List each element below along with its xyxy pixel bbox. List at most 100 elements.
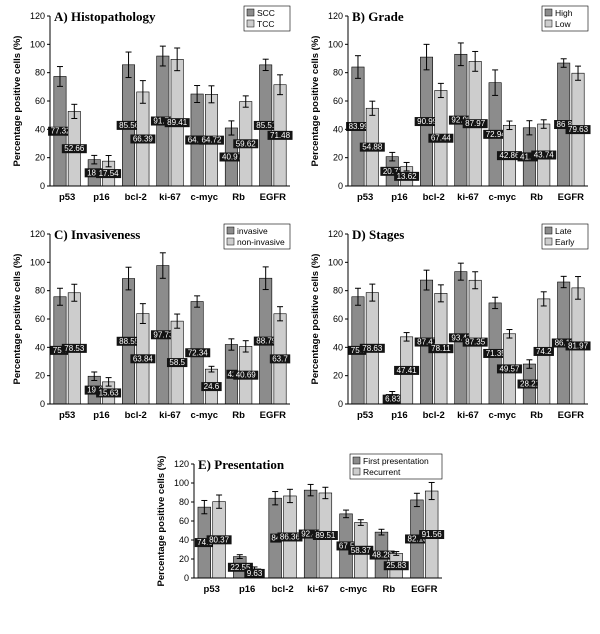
x-tick-label: ki-67 <box>457 410 479 421</box>
data-label-box <box>394 365 420 375</box>
x-tick-label: p53 <box>357 410 373 421</box>
x-tick-label: Rb <box>530 410 543 421</box>
y-tick-label: 100 <box>30 257 45 267</box>
data-label: 75.7 <box>53 346 69 355</box>
y-tick-label: 100 <box>328 257 343 267</box>
data-label-box <box>130 134 156 144</box>
data-label: 67.5 <box>339 541 355 550</box>
legend-label: Recurrent <box>363 467 401 477</box>
y-tick-label: 40 <box>35 342 45 352</box>
y-tick-label: 120 <box>328 229 343 239</box>
legend-label: Early <box>555 237 575 247</box>
data-label-box <box>96 388 122 398</box>
data-label-box <box>233 370 259 380</box>
legend-label: invasive <box>237 226 268 236</box>
data-label-box <box>382 394 404 404</box>
y-tick-label: 100 <box>174 478 189 488</box>
y-tick-label: 0 <box>40 181 45 191</box>
data-label: 43.74 <box>534 151 555 160</box>
data-label: 77.32 <box>51 127 72 136</box>
data-label-box <box>348 545 374 555</box>
data-label-box <box>267 130 293 140</box>
data-label-box <box>164 118 190 128</box>
chart-title: D) Stages <box>352 227 404 242</box>
y-tick-label: 80 <box>333 68 343 78</box>
data-label-box <box>517 152 543 162</box>
data-label-box <box>61 144 87 154</box>
data-label: 40.69 <box>236 371 257 380</box>
data-label-box <box>84 168 106 178</box>
data-label: 93.42 <box>451 333 472 342</box>
x-tick-label: Rb <box>232 192 245 203</box>
data-label: 42 <box>228 370 237 379</box>
data-label-box <box>150 116 176 126</box>
data-label-box <box>414 337 440 347</box>
data-label-box <box>359 343 385 353</box>
legend-label: Low <box>555 19 571 29</box>
legend-label: High <box>555 8 573 18</box>
data-label-box <box>298 529 324 539</box>
chart-panel-2: 0 20 40 60 80 100 120 Percentage positive cells… <box>310 5 591 203</box>
data-label-box <box>462 337 488 347</box>
data-label: 66.39 <box>133 134 154 143</box>
data-label: 87.47 <box>417 338 438 347</box>
x-tick-label: bcl-2 <box>423 192 445 203</box>
data-label: 75.7 <box>351 346 367 355</box>
x-tick-label: p53 <box>357 192 373 203</box>
x-tick-label: EGFR <box>558 410 585 421</box>
y-tick-label: 120 <box>328 11 343 21</box>
x-tick-label: c-myc <box>340 584 367 595</box>
legend <box>223 223 291 250</box>
data-label: 58.5 <box>169 358 185 367</box>
data-label: 74.6 <box>197 538 213 547</box>
legend-swatch <box>544 19 553 28</box>
y-tick-label: 100 <box>30 39 45 49</box>
data-label: 89.51 <box>315 531 336 540</box>
x-tick-label: bcl-2 <box>125 192 147 203</box>
data-label: 42.86 <box>499 151 520 160</box>
data-label-box <box>462 119 488 129</box>
y-tick-label: 80 <box>35 68 45 78</box>
y-tick-label: 80 <box>333 286 343 296</box>
legend-swatch <box>226 226 235 235</box>
data-label: 87.97 <box>465 119 486 128</box>
x-tick-label: EGFR <box>260 192 287 203</box>
data-label: 74.2 <box>536 347 552 356</box>
data-label-box <box>383 561 409 571</box>
data-label-box <box>185 348 211 358</box>
data-label-box <box>130 354 156 364</box>
data-label: 78.11 <box>431 344 451 353</box>
y-tick-label: 20 <box>333 371 343 381</box>
data-label: 47.41 <box>397 366 418 375</box>
data-label-box <box>198 135 224 145</box>
chart-title: B) Grade <box>352 9 404 24</box>
chart-title: C) Invasiveness <box>54 227 140 242</box>
data-label-box <box>348 345 369 355</box>
data-label-box <box>270 533 282 543</box>
data-label: 13.62 <box>397 172 418 181</box>
x-tick-label: c-myc <box>191 410 218 421</box>
y-tick-label: 40 <box>35 124 45 134</box>
data-label: 6.83 <box>385 395 401 404</box>
data-label-box <box>419 530 445 540</box>
data-label-box <box>312 530 338 540</box>
data-label-box <box>359 142 385 152</box>
data-label: 86.8 <box>557 120 573 129</box>
data-label-box <box>554 120 575 130</box>
data-label: 82.18 <box>408 534 429 543</box>
data-label-box <box>194 538 216 548</box>
legend-swatch <box>544 8 553 17</box>
data-label-box <box>253 336 279 346</box>
data-label-box <box>61 343 87 353</box>
data-label: 89.41 <box>167 118 188 127</box>
data-label: 81.97 <box>568 341 589 350</box>
y-tick-label: 60 <box>179 516 189 526</box>
data-label-box <box>551 338 577 348</box>
data-label: 85.56 <box>119 121 140 130</box>
data-label: 71.48 <box>270 131 291 140</box>
chart-title: E) Presentation <box>198 457 285 472</box>
data-label-box <box>448 115 474 125</box>
x-tick-label: p53 <box>59 410 75 421</box>
y-tick-label: 60 <box>35 96 45 106</box>
